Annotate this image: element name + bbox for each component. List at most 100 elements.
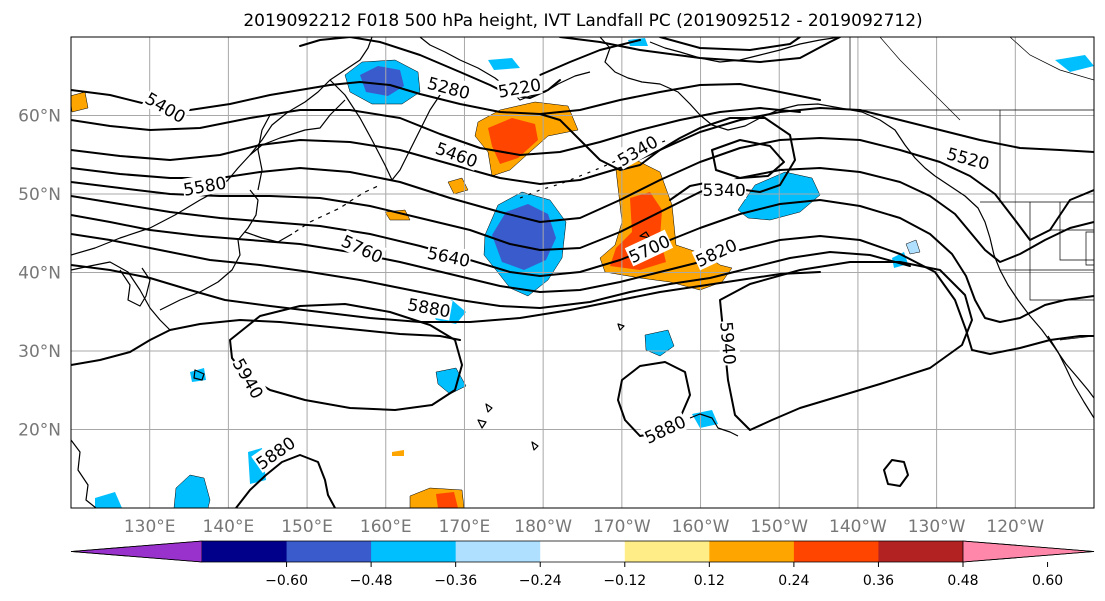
longitude-label: 150°W — [750, 517, 808, 537]
ivt-positive-region — [384, 209, 411, 221]
height-contour-5940-east — [719, 261, 973, 431]
colorbar-cell — [709, 541, 795, 562]
height-contour-5520 — [71, 107, 1094, 185]
contour-label-background — [432, 136, 482, 171]
colorbar-cell — [540, 541, 626, 562]
longitude-label: 130°E — [124, 517, 176, 537]
contour-label-background — [425, 241, 473, 271]
height-contour-5820 — [71, 264, 821, 323]
colorbar-cell — [371, 541, 457, 562]
colorbar-tick-label: −0.36 — [434, 573, 477, 589]
alaska-coastline — [599, 37, 936, 177]
height-contour — [559, 37, 841, 63]
japan-coastline — [159, 189, 259, 311]
island — [531, 441, 539, 451]
height-contour-5580 — [71, 137, 1094, 241]
state-border — [1059, 202, 1094, 261]
ivt-negative-region — [628, 38, 648, 46]
island — [477, 419, 487, 429]
ivt-negative-region — [905, 239, 921, 255]
state-border — [1009, 37, 1094, 81]
height-contour-5880 — [71, 319, 461, 366]
contour-label-background — [944, 142, 993, 174]
latitude-label: 50°N — [18, 185, 61, 205]
colorbar-tick-label: −0.12 — [603, 573, 646, 589]
colorbar-cell — [793, 541, 879, 562]
longitude-label: 150°E — [281, 517, 333, 537]
colorbar-tick-label: −0.60 — [265, 573, 308, 589]
colorbar-tick-label: 0.12 — [694, 573, 725, 589]
contour-label-background — [640, 410, 689, 447]
ivt-negative-region — [360, 66, 404, 96]
height-contour — [659, 37, 801, 51]
state-border — [1029, 202, 1094, 301]
ivt-positive-region — [392, 450, 404, 456]
ivt-negative-region — [173, 474, 211, 508]
contour-label: 5940 — [715, 321, 739, 366]
contour-label-background — [181, 171, 229, 199]
ivt-negative-region — [95, 492, 122, 508]
colorbar-tick-label: 0.24 — [778, 573, 809, 589]
colorbar-tick-label: −0.24 — [519, 573, 562, 589]
latitude-label: 60°N — [18, 107, 61, 127]
longitude-label: 140°E — [203, 517, 255, 537]
height-contour-small — [883, 459, 909, 487]
state-border — [1085, 231, 1094, 266]
colorbar-cell — [624, 541, 710, 562]
philippines-coastline — [71, 439, 97, 508]
contour-label-group: 5640 — [425, 241, 473, 272]
longitude-label: 130°W — [908, 517, 966, 537]
height-contours — [71, 37, 1094, 508]
height-contour-5340-closed — [711, 139, 785, 179]
height-contour-5700 — [71, 233, 911, 309]
coastlines — [71, 37, 1094, 508]
longitude-label: 180°W — [514, 517, 572, 537]
latitude-label: 20°N — [18, 421, 61, 441]
island — [193, 369, 205, 381]
contour-label-background — [624, 229, 674, 267]
latitude-label: 30°N — [18, 342, 61, 362]
colorbar-tick-label: −0.48 — [350, 573, 393, 589]
longitude-labels: 130°E 140°E 150°E 160°E 170°E 180°W 170°W 160°W… — [124, 517, 1045, 537]
contour-label-background — [141, 87, 190, 127]
political-borders — [849, 37, 1094, 341]
longitude-label: 170°E — [439, 517, 491, 537]
north-america-coastline — [934, 175, 1094, 399]
map-title: 2019092212 F018 500 hPa height, IVT Land… — [243, 11, 922, 31]
contour-label-background — [717, 320, 741, 366]
height-contour-5400 — [71, 81, 821, 115]
ivt-positive-region — [636, 198, 658, 224]
map-frame — [70, 36, 1095, 509]
colorbar-extend-high — [962, 540, 1095, 563]
contour-label-group: 5340 — [702, 179, 747, 201]
japan-coastline — [244, 231, 293, 243]
kuril-islands — [294, 185, 379, 233]
longitude-label: 120°W — [986, 517, 1044, 537]
ivt-negative-region — [1055, 55, 1094, 72]
height-contour-5640 — [71, 195, 1094, 323]
colorbar-extend-low — [70, 540, 203, 563]
colorbar-cell — [455, 541, 541, 562]
contour-label-background — [405, 293, 453, 321]
canada-province-border — [879, 37, 961, 121]
colorbar-cell — [286, 541, 372, 562]
height-contour-5280 — [299, 37, 561, 99]
contour-label-background — [229, 353, 269, 403]
longitude-label: 160°E — [360, 517, 412, 537]
hawaii-islands — [689, 413, 739, 437]
ivt-positive-region — [436, 492, 458, 508]
sakhalin-coastline — [257, 114, 271, 191]
longitude-label: 140°W — [829, 517, 887, 537]
contour-label-group: 5940 — [715, 320, 741, 366]
colorbar-tick-label: 0.48 — [947, 573, 978, 589]
contour-label-background — [251, 431, 299, 474]
ivt-negative-region — [488, 58, 520, 70]
contour-label-background — [702, 179, 747, 200]
island — [617, 323, 625, 331]
latitude-labels: 60°N 50°N 40°N 30°N 20°N — [18, 107, 61, 441]
kamchatka-coastline — [329, 79, 453, 181]
latitude-label: 40°N — [18, 264, 61, 284]
